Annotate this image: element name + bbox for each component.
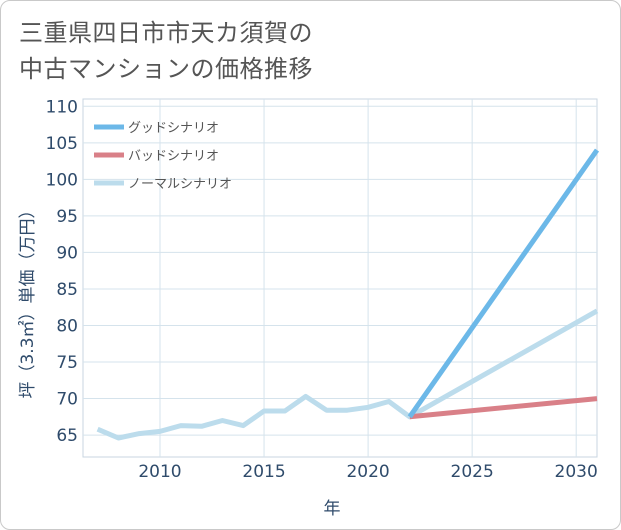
y-tick-label: 105 (46, 134, 78, 154)
series-line-2 (96, 308, 599, 441)
chart-title-line-1: 三重県四日市市天カ須賀の (19, 19, 313, 47)
series-lines (96, 148, 600, 441)
y-tick-label: 65 (56, 426, 78, 446)
y-axis-label: 坪（3.3㎡）単価（万円） (18, 201, 38, 398)
x-axis-label: 年 (324, 499, 341, 519)
x-tick-label: 2030 (555, 462, 598, 482)
legend-label: バッドシナリオ (128, 149, 219, 164)
x-tick-label: 2025 (451, 462, 494, 482)
series-line-0 (407, 148, 600, 419)
y-tick-label: 80 (56, 316, 78, 336)
legend-label: ノーマルシナリオ (128, 177, 232, 192)
x-tick-labels: 2010 2015 2020 2025 2030 (138, 462, 597, 482)
y-tick-label: 95 (56, 207, 78, 227)
chart-title-line-2: 中古マンションの価格推移 (19, 55, 313, 83)
x-tick-label: 2015 (242, 462, 285, 482)
y-tick-label: 110 (46, 97, 78, 117)
y-tick-label: 70 (56, 390, 78, 410)
y-tick-label: 75 (56, 353, 78, 373)
plot-area (82, 98, 598, 458)
x-tick-label: 2010 (138, 462, 181, 482)
y-tick-label: 90 (56, 243, 78, 263)
legend-label: グッドシナリオ (128, 121, 219, 136)
y-tick-label: 100 (46, 170, 78, 190)
chart-title: 三重県四日市市天カ須賀の 中古マンションの価格推移 (19, 15, 313, 87)
y-tick-labels: 65 70 75 80 85 90 95 100 105 110 (46, 97, 78, 446)
series-line-1 (409, 396, 598, 420)
x-tick-label: 2020 (346, 462, 389, 482)
y-tick-label: 85 (56, 280, 78, 300)
